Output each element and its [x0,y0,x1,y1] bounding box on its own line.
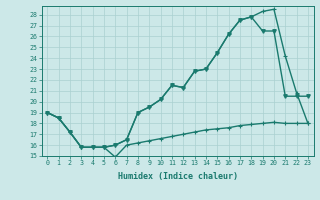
X-axis label: Humidex (Indice chaleur): Humidex (Indice chaleur) [118,172,237,181]
